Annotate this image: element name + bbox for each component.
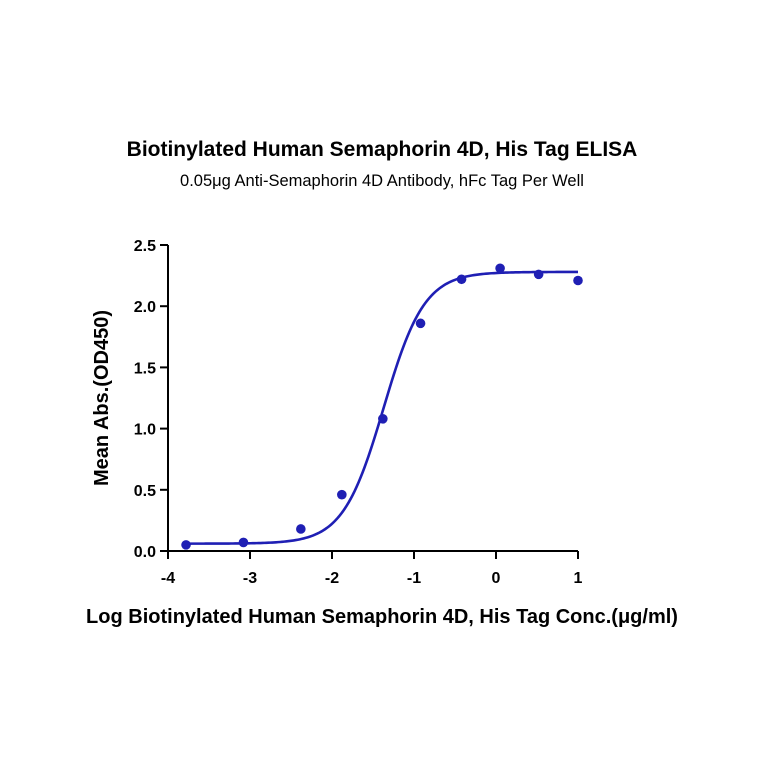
y-tick-label: 0.0 (134, 544, 156, 561)
data-point (533, 269, 544, 280)
plot-area: 0.0 0.5 1.0 1.5 2.0 2.5 -4 -3 -2 -1 0 1 (134, 238, 583, 587)
x-tick-label: 1 (574, 570, 583, 587)
x-ticks: -4 -3 -2 -1 0 1 (161, 551, 583, 587)
y-tick-label: 2.5 (134, 238, 156, 255)
y-ticks: 0.0 0.5 1.0 1.5 2.0 2.5 (134, 238, 168, 561)
x-tick-label: -1 (407, 570, 421, 587)
fit-curve (186, 270, 578, 545)
data-point (296, 524, 306, 534)
data-point (415, 318, 426, 329)
y-tick-label: 2.0 (134, 299, 156, 316)
y-tick-label: 1.0 (134, 422, 156, 439)
data-point (573, 275, 583, 286)
x-axis-label: Log Biotinylated Human Semaphorin 4D, Hi… (86, 606, 678, 628)
data-point (181, 540, 191, 550)
data-points (181, 263, 583, 550)
y-axis-label: Mean Abs.(OD450) (91, 310, 113, 486)
data-point (238, 537, 249, 548)
data-point (495, 263, 505, 274)
y-tick-label: 0.5 (134, 483, 156, 500)
x-tick-label: -3 (243, 570, 257, 587)
y-tick-label: 1.5 (134, 360, 156, 377)
data-point (337, 489, 347, 500)
data-point (456, 274, 467, 285)
x-tick-label: 0 (492, 570, 501, 587)
x-tick-label: -4 (161, 570, 175, 587)
chart-title: Biotinylated Human Semaphorin 4D, His Ta… (127, 138, 638, 161)
x-tick-label: -2 (325, 570, 339, 587)
chart-subtitle: 0.05μg Anti-Semaphorin 4D Antibody, hFc … (180, 172, 584, 190)
data-point (378, 414, 388, 424)
